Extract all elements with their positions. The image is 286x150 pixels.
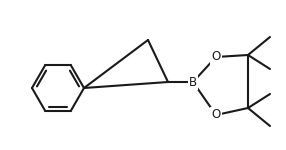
Text: O: O — [211, 108, 221, 122]
Text: O: O — [211, 51, 221, 63]
Text: B: B — [189, 75, 197, 88]
